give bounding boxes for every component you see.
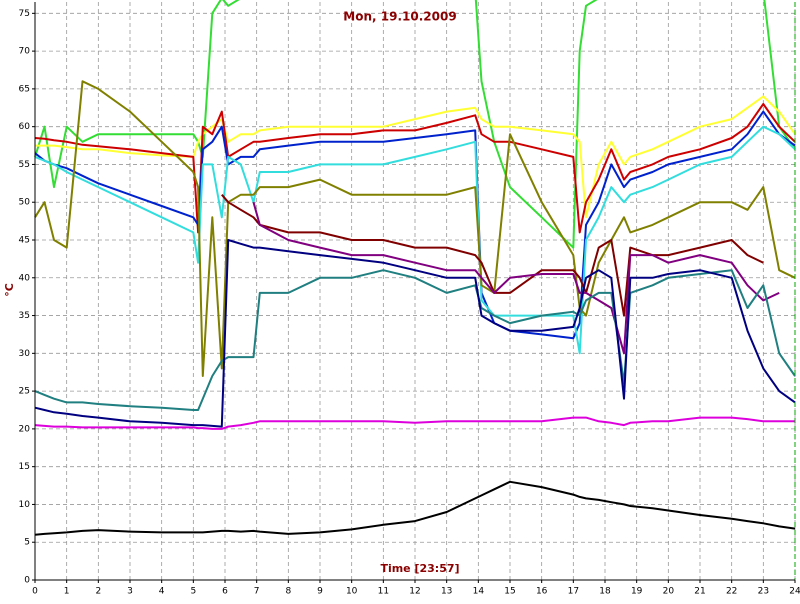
series-group xyxy=(34,0,796,536)
data-line xyxy=(34,80,796,377)
x-tick-label: 8 xyxy=(285,587,291,597)
data-line xyxy=(221,194,764,317)
y-tick-label: 75 xyxy=(19,9,30,19)
x-tick-label: 24 xyxy=(789,587,800,597)
y-axis-title: °C xyxy=(3,283,16,297)
y-tick-label: 35 xyxy=(19,311,30,321)
x-tick-label: 0 xyxy=(32,587,38,597)
x-tick-label: 2 xyxy=(95,587,101,597)
x-tick-label: 9 xyxy=(317,587,323,597)
x-tick-label: 1 xyxy=(64,587,70,597)
data-line xyxy=(34,103,796,234)
x-tick-label: 21 xyxy=(694,587,705,597)
x-tick-label: 20 xyxy=(663,587,675,597)
x-tick-label: 16 xyxy=(536,587,548,597)
x-tick-label: 5 xyxy=(190,587,196,597)
y-tick-label: 15 xyxy=(19,462,30,472)
grid xyxy=(34,2,796,581)
x-tick-label: 19 xyxy=(631,587,643,597)
data-line xyxy=(34,480,796,536)
x-tick-label: 6 xyxy=(222,587,228,597)
x-tick-label: 4 xyxy=(159,587,165,597)
y-tick-label: 65 xyxy=(19,84,30,94)
data-line xyxy=(34,269,796,411)
x-tick-label: 15 xyxy=(504,587,515,597)
data-line xyxy=(34,0,796,249)
y-tick-label: 0 xyxy=(24,576,30,586)
y-tick-label: 45 xyxy=(19,236,30,246)
y-tick-label: 60 xyxy=(19,122,31,132)
x-tick-label: 11 xyxy=(378,587,389,597)
y-tick-label: 5 xyxy=(24,538,30,548)
x-tick-label: 10 xyxy=(346,587,358,597)
y-tick-label: 20 xyxy=(19,424,31,434)
data-line xyxy=(252,201,780,355)
data-line xyxy=(34,110,796,340)
x-tick-label: 7 xyxy=(254,587,260,597)
y-tick-label: 40 xyxy=(19,273,31,283)
chart-title: Mon, 19.10.2009 xyxy=(343,10,456,24)
y-tick-label: 70 xyxy=(19,47,31,57)
data-line xyxy=(34,125,796,355)
x-tick-label: 23 xyxy=(758,587,769,597)
y-tick-label: 55 xyxy=(19,160,30,170)
x-tick-label: 18 xyxy=(599,587,611,597)
x-tick-label: 17 xyxy=(568,587,579,597)
x-tick-label: 12 xyxy=(409,587,420,597)
y-tick-label: 50 xyxy=(19,198,31,208)
x-tick-label: 14 xyxy=(473,587,485,597)
data-line xyxy=(34,239,796,428)
y-tick-label: 30 xyxy=(19,349,31,359)
data-line xyxy=(34,416,795,430)
x-axis-title: Time [23:57] xyxy=(380,562,459,575)
x-tick-label: 13 xyxy=(441,587,452,597)
data-line xyxy=(35,95,796,219)
y-tick-label: 25 xyxy=(19,387,30,397)
y-tick-label: 10 xyxy=(19,500,31,510)
x-tick-label: 22 xyxy=(726,587,737,597)
x-tick-label: 3 xyxy=(127,587,133,597)
